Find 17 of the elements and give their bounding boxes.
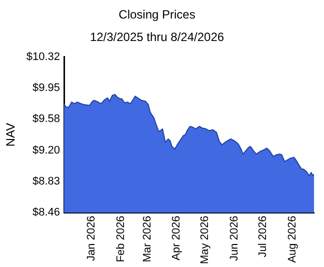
y-tick-label: $9.95: [32, 82, 60, 94]
x-tick-label: Aug 2026: [286, 216, 298, 263]
x-tick-label: Jan 2026: [86, 216, 98, 261]
x-tick-label: Feb 2026: [114, 216, 127, 262]
y-tick-label: $9.58: [32, 113, 60, 126]
y-tick-label: $9.20: [32, 144, 60, 156]
chart-title: Closing Prices: [118, 8, 196, 22]
y-axis-title: NAV: [4, 122, 18, 147]
x-tick-label: May 2026: [199, 216, 212, 264]
x-tick-label: Jul 2026: [256, 216, 269, 258]
x-tick-label: Mar 2026: [141, 216, 154, 262]
y-tick-label: $8.46: [32, 206, 60, 219]
x-tick-label: Apr 2026: [170, 216, 183, 260]
x-tick-label: Jun 2026: [228, 216, 240, 261]
chart-subtitle: 12/3/2025 thru 8/24/2026: [90, 30, 224, 44]
y-tick-label: $8.83: [32, 176, 60, 188]
y-tick-label: $10.32: [26, 50, 60, 63]
